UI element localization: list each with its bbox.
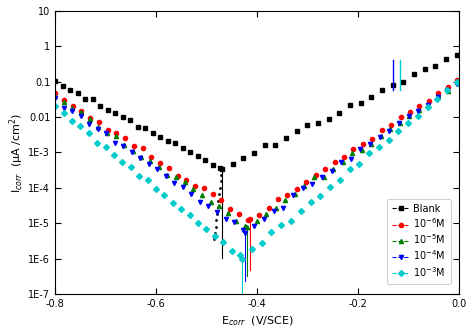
Line: Blank: Blank — [220, 48, 462, 171]
10$^{-5}$M — [273, 206, 279, 210]
Line: 10$^{-3}$M: 10$^{-3}$M — [240, 80, 462, 261]
Blank — [291, 133, 297, 137]
10$^{-6}$M — [428, 98, 434, 102]
Blank — [219, 166, 225, 171]
10$^{-6}$M — [249, 219, 255, 223]
Line: 10$^{-6}$M: 10$^{-6}$M — [247, 78, 462, 223]
10$^{-3}$M — [456, 81, 462, 85]
10$^{-3}$M — [420, 109, 426, 113]
10$^{-4}$M — [420, 107, 426, 111]
Blank — [384, 87, 390, 91]
10$^{-4}$M — [392, 126, 397, 130]
10$^{-6}$M — [395, 119, 401, 123]
10$^{-3}$M — [305, 204, 311, 208]
10$^{-3}$M — [454, 80, 460, 84]
10$^{-3}$M — [391, 135, 396, 139]
10$^{-3}$M — [269, 230, 274, 234]
10$^{-6}$M — [247, 217, 253, 221]
10$^{-4}$M — [242, 231, 247, 235]
10$^{-3}$M — [447, 87, 453, 91]
10$^{-4}$M — [307, 184, 313, 188]
10$^{-3}$M — [425, 105, 430, 109]
10$^{-6}$M — [277, 199, 283, 203]
10$^{-3}$M — [239, 257, 245, 261]
Line: 10$^{-4}$M: 10$^{-4}$M — [243, 80, 462, 235]
10$^{-4}$M — [271, 209, 276, 213]
10$^{-6}$M — [424, 99, 429, 103]
10$^{-5}$M — [456, 80, 462, 84]
Blank — [251, 151, 257, 155]
10$^{-5}$M — [392, 124, 398, 128]
Blank — [456, 48, 462, 52]
X-axis label: E$_{corr}$  (V/SCE): E$_{corr}$ (V/SCE) — [221, 315, 294, 328]
10$^{-5}$M — [447, 86, 453, 90]
10$^{-6}$M — [456, 78, 462, 82]
10$^{-4}$M — [447, 85, 453, 89]
10$^{-4}$M — [456, 80, 462, 84]
10$^{-5}$M — [245, 225, 250, 229]
10$^{-5}$M — [421, 105, 427, 109]
10$^{-5}$M — [309, 180, 314, 184]
10$^{-5}$M — [426, 103, 431, 107]
Y-axis label: I$_{corr}$  (μA /cm$^{2}$): I$_{corr}$ (μA /cm$^{2}$) — [7, 112, 26, 193]
Blank — [422, 67, 428, 71]
10$^{-5}$M — [454, 80, 460, 84]
Blank — [417, 69, 422, 73]
Legend: Blank, 10$^{-6}$M, 10$^{-5}$M, 10$^{-4}$M, 10$^{-3}$M: Blank, 10$^{-6}$M, 10$^{-5}$M, 10$^{-4}$… — [387, 199, 450, 283]
10$^{-6}$M — [313, 173, 319, 177]
Blank — [446, 55, 452, 59]
10$^{-4}$M — [425, 103, 431, 107]
Line: 10$^{-5}$M: 10$^{-5}$M — [245, 80, 462, 229]
10$^{-6}$M — [449, 82, 455, 86]
